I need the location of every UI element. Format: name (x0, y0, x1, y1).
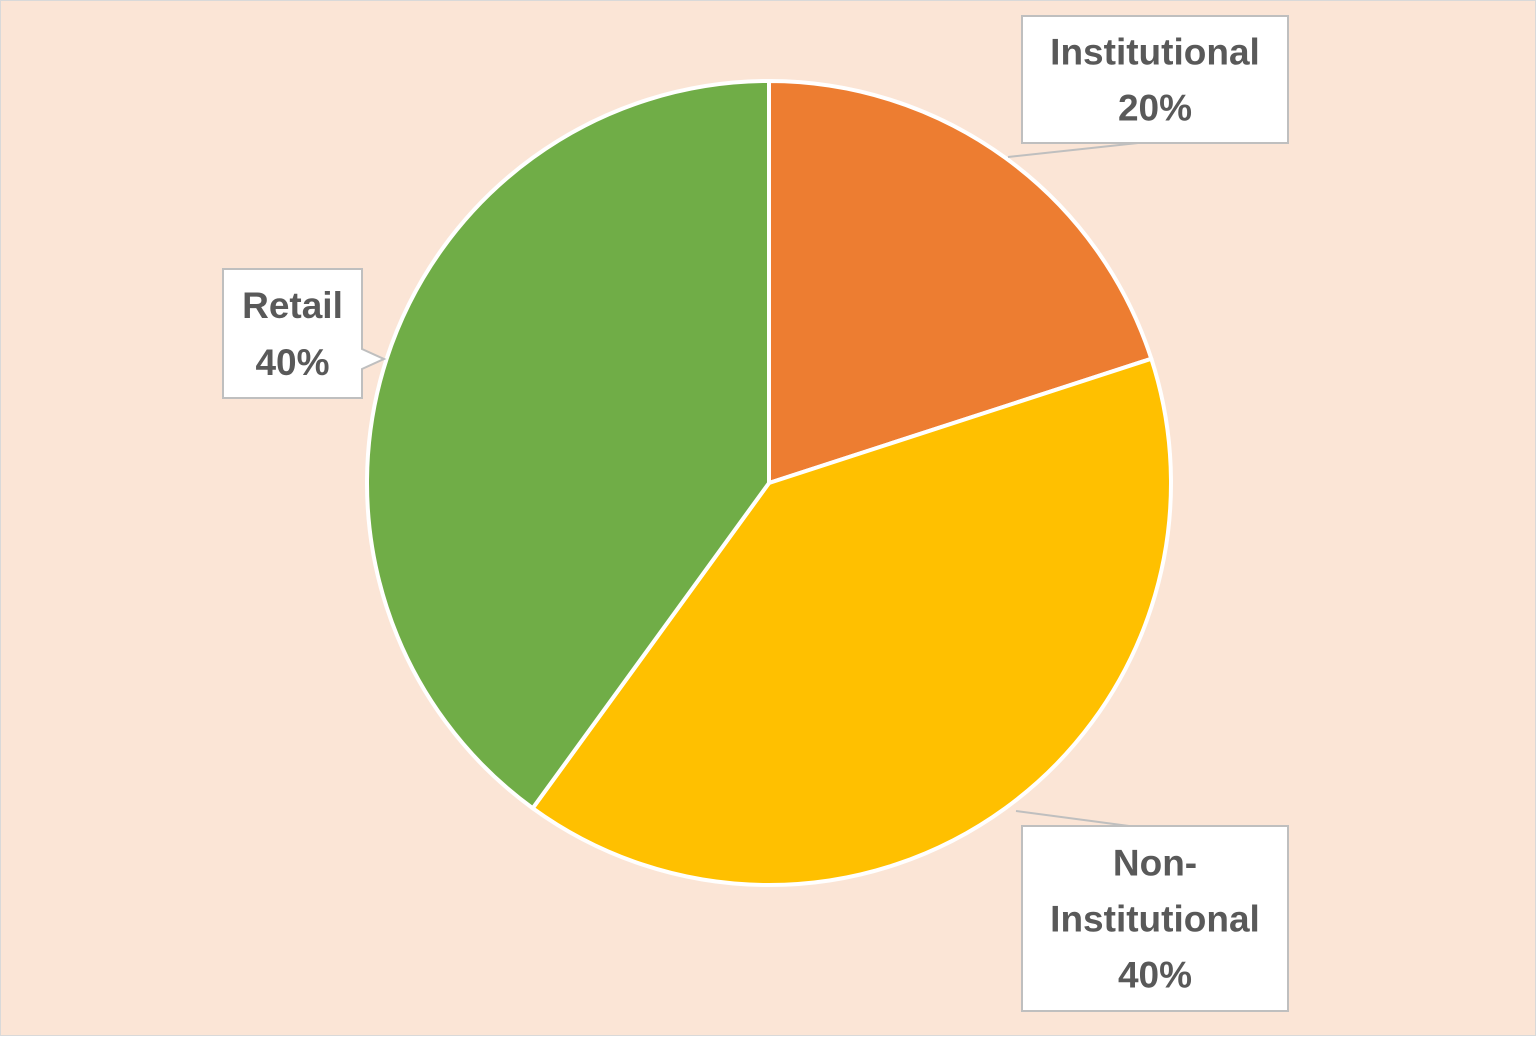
data-label-category: Retail (242, 285, 343, 326)
callout-box (222, 268, 387, 399)
callout-box (1021, 15, 1289, 144)
data-label-callouts: Institutional20%Non-Institutional40%Reta… (222, 15, 1289, 1012)
data-label-value: 20% (1118, 88, 1192, 129)
pie-slice-retail (365, 79, 771, 811)
data-label-category: Institutional (1050, 32, 1260, 73)
data-label-value: 40% (255, 342, 329, 383)
callout-retail: Retail 40% (222, 268, 387, 399)
callout-institutional: Institutional 20% (1021, 15, 1289, 144)
leader-line (1007, 142, 1139, 158)
data-label-value: 40% (1118, 955, 1192, 996)
pie-slice-non-institutional (530, 356, 1173, 887)
leader-lines (1007, 142, 1139, 827)
callout-non-institutional: Non- Institutional 40% (1021, 825, 1289, 1012)
data-label-category: Institutional (1050, 899, 1260, 940)
callout-box (1021, 825, 1289, 1012)
pie-slices (365, 79, 1173, 887)
pie-slice-institutional (767, 79, 1154, 485)
leader-line (1015, 810, 1130, 827)
data-label-category: Non- (1113, 843, 1197, 884)
